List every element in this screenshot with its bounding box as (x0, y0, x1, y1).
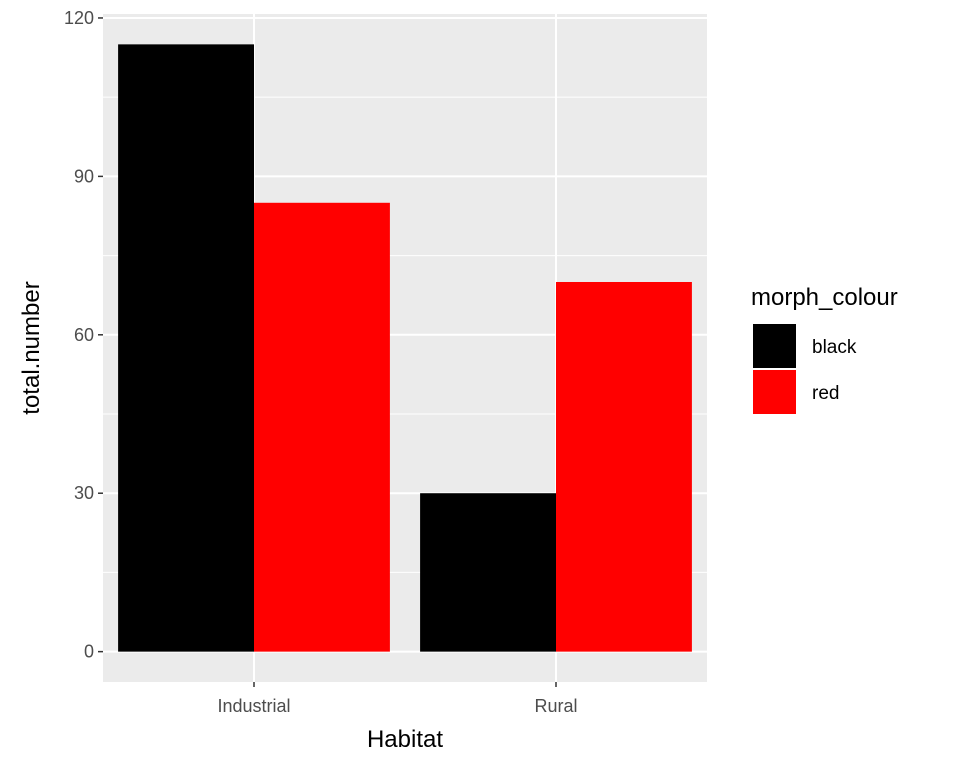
legend-label-black: black (812, 337, 857, 358)
x-tick-label: Industrial (217, 696, 290, 716)
y-axis: 0 30 60 90 120 (64, 8, 103, 662)
bar-rural-black (420, 493, 556, 652)
y-tick-label: 0 (84, 642, 94, 662)
legend: morph_colour black red (751, 284, 898, 414)
bar-industrial-red (254, 202, 390, 652)
bar-industrial-black (118, 44, 254, 652)
y-tick-label: 90 (74, 166, 94, 186)
legend-label-red: red (812, 383, 839, 404)
y-tick-label: 120 (64, 8, 94, 28)
bar-rural-red (556, 281, 692, 652)
y-tick-label: 60 (74, 325, 94, 345)
x-axis: Industrial Rural (217, 682, 578, 716)
y-tick-label: 30 (74, 483, 94, 503)
x-tick-label: Rural (534, 696, 577, 716)
y-axis-title: total.number (18, 281, 45, 414)
legend-key-red (753, 370, 796, 414)
legend-key-black (753, 324, 796, 368)
bars (118, 44, 692, 652)
x-axis-title: Habitat (367, 726, 443, 753)
legend-title: morph_colour (751, 284, 898, 311)
